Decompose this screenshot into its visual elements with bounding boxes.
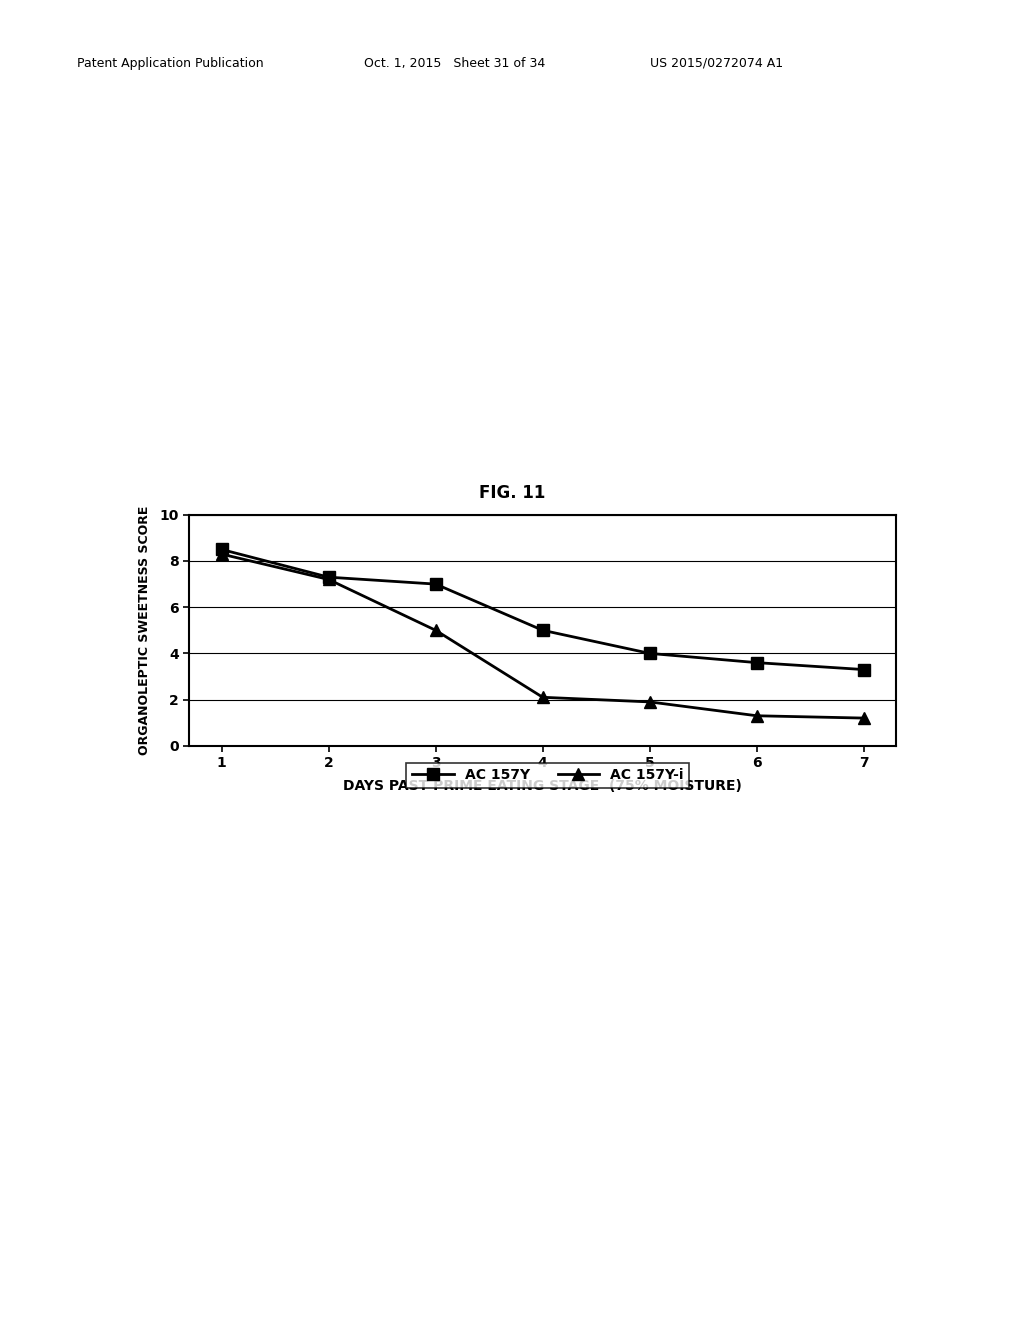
AC 157Y bbox=[644, 645, 656, 661]
AC 157Y-i bbox=[751, 708, 763, 723]
AC 157Y-i bbox=[215, 546, 227, 562]
Legend: AC 157Y, AC 157Y-i: AC 157Y, AC 157Y-i bbox=[407, 763, 689, 788]
AC 157Y bbox=[537, 622, 549, 638]
AC 157Y-i bbox=[858, 710, 870, 726]
Line: AC 157Y: AC 157Y bbox=[216, 544, 869, 675]
AC 157Y-i bbox=[644, 694, 656, 710]
Text: Oct. 1, 2015   Sheet 31 of 34: Oct. 1, 2015 Sheet 31 of 34 bbox=[364, 57, 545, 70]
Text: Patent Application Publication: Patent Application Publication bbox=[77, 57, 263, 70]
Text: US 2015/0272074 A1: US 2015/0272074 A1 bbox=[650, 57, 783, 70]
X-axis label: DAYS PAST PRIME EATING STAGE  (75% MOISTURE): DAYS PAST PRIME EATING STAGE (75% MOISTU… bbox=[343, 779, 742, 792]
AC 157Y-i bbox=[429, 622, 441, 638]
Text: FIG. 11: FIG. 11 bbox=[479, 483, 545, 502]
AC 157Y bbox=[215, 541, 227, 557]
AC 157Y-i bbox=[537, 689, 549, 705]
Line: AC 157Y-i: AC 157Y-i bbox=[216, 549, 869, 723]
AC 157Y bbox=[323, 569, 335, 585]
AC 157Y-i bbox=[323, 572, 335, 587]
Y-axis label: ORGANOLEPTIC SWEETNESS SCORE: ORGANOLEPTIC SWEETNESS SCORE bbox=[138, 506, 152, 755]
AC 157Y bbox=[858, 661, 870, 677]
AC 157Y bbox=[751, 655, 763, 671]
AC 157Y bbox=[429, 576, 441, 591]
